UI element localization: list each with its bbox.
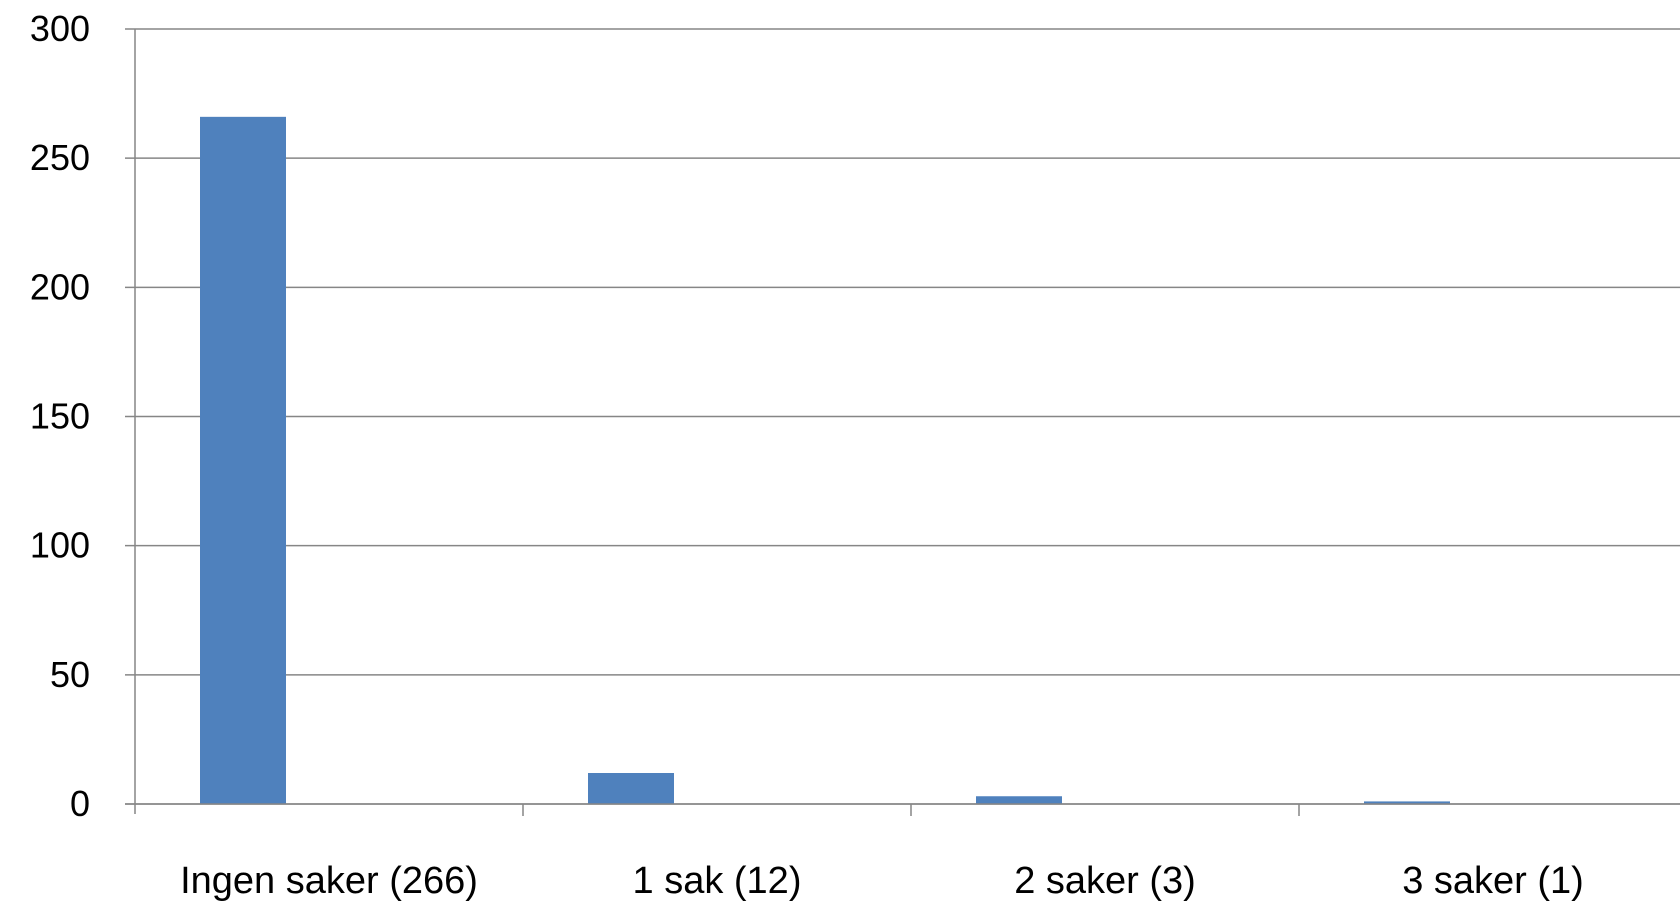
y-tick-label: 100 bbox=[30, 525, 90, 566]
y-axis-tick-labels: 0 50 100 150 200 250 300 bbox=[30, 8, 90, 824]
x-category-label: 3 saker (1) bbox=[1402, 860, 1584, 902]
y-tick-label: 200 bbox=[30, 266, 90, 307]
bar bbox=[200, 116, 286, 805]
x-category-label: Ingen saker (266) bbox=[180, 860, 478, 902]
y-tick-label: 300 bbox=[30, 8, 90, 49]
gridlines bbox=[125, 28, 1680, 805]
x-category-label: 2 saker (3) bbox=[1014, 860, 1196, 902]
bars bbox=[200, 116, 1450, 805]
y-tick-label: 50 bbox=[50, 654, 90, 695]
bar bbox=[976, 796, 1062, 804]
y-tick-label: 150 bbox=[30, 396, 90, 437]
x-axis-category-labels: Ingen saker (266) 1 sak (12) 2 saker (3) 3 … bbox=[180, 860, 1584, 902]
bar bbox=[1364, 801, 1450, 804]
x-category-label: 1 sak (12) bbox=[633, 860, 802, 902]
y-tick-label: 0 bbox=[70, 783, 90, 824]
bar bbox=[588, 773, 674, 804]
axes bbox=[125, 29, 1680, 816]
y-tick-label: 250 bbox=[30, 137, 90, 178]
